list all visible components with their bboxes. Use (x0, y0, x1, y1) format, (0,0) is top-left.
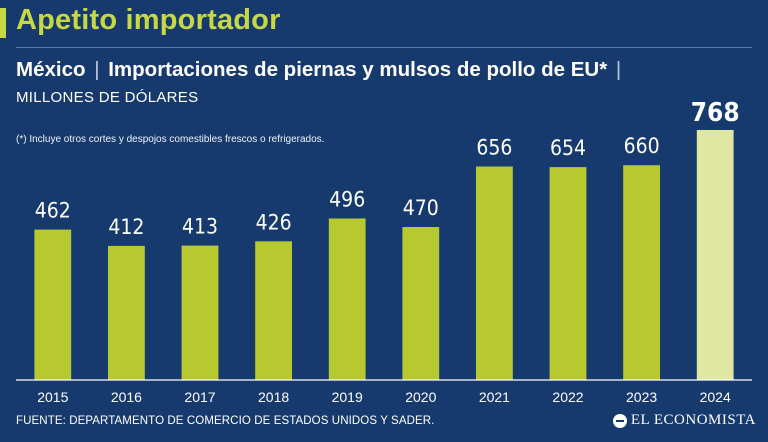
bar-2016 (108, 245, 145, 380)
value-label-2017: 413 (182, 215, 218, 239)
bar-2020 (402, 227, 440, 380)
x-tick-labels-layer: 2015 2016 2017 2018 2019 2020 2021 2022 2023 2024 (37, 389, 731, 405)
chart-footnote: (*) Incluye otros cortes y despojos come… (16, 134, 325, 145)
x-tick-2020: 2020 (405, 389, 436, 405)
brand-logo: EL ECONOMISTA (612, 412, 756, 429)
chart-title-text: Importaciones de piernas y mulsos de pol… (108, 58, 608, 81)
chart-title-separator: | (94, 58, 100, 81)
chart-title-country: México (16, 58, 86, 81)
bar-2018 (255, 241, 292, 380)
source-note: FUENTE: DEPARTAMENTO DE COMERCIO DE ESTA… (16, 415, 435, 427)
headline-divider (16, 47, 752, 48)
bar-2024 (696, 130, 734, 380)
x-tick-2022: 2022 (552, 389, 583, 405)
headline: Apetito importador (16, 4, 281, 36)
bar-2017 (181, 245, 219, 380)
x-tick-2023: 2023 (626, 389, 657, 405)
value-label-2015: 462 (35, 199, 71, 223)
x-tick-2015: 2015 (37, 389, 68, 405)
bar-2023 (623, 165, 660, 380)
value-label-2024: 768 (691, 98, 740, 128)
x-tick-2021: 2021 (479, 389, 510, 405)
x-tick-2018: 2018 (258, 389, 289, 405)
bar-2015 (34, 229, 72, 380)
x-tick-2024: 2024 (700, 389, 731, 405)
value-label-2020: 470 (403, 196, 439, 220)
value-label-2022: 654 (550, 136, 586, 160)
chart-units: MILLONES DE DÓLARES (16, 89, 199, 106)
headline-accent-bar (0, 8, 6, 38)
bars-layer (34, 130, 734, 380)
x-tick-2016: 2016 (111, 389, 142, 405)
brand-logo-text: EL ECONOMISTA (630, 412, 756, 428)
value-label-2019: 496 (329, 188, 365, 212)
value-label-2021: 656 (476, 136, 512, 160)
value-labels-layer: 462 412 413 426 496 470 656 654 660 768 (35, 98, 740, 239)
value-label-2016: 412 (108, 215, 144, 239)
bar-2021 (476, 166, 513, 380)
chart-title: México | Importaciones de piernas y muls… (16, 58, 624, 82)
brand-logo-icon (612, 413, 627, 428)
x-tick-2019: 2019 (332, 389, 363, 405)
bar-2022 (549, 167, 587, 380)
x-tick-2017: 2017 (184, 389, 215, 405)
chart-title-trailing-separator: | (615, 58, 622, 81)
value-label-2018: 426 (256, 210, 292, 234)
value-label-2023: 660 (624, 134, 660, 158)
bar-2019 (328, 218, 366, 380)
